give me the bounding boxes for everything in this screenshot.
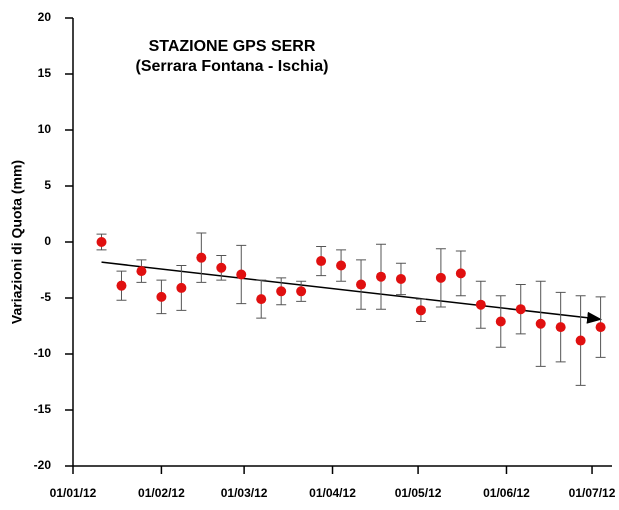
chart-subtitle: (Serrara Fontana - Ischia): [136, 58, 329, 75]
x-tick-label: 01/02/12: [138, 486, 185, 500]
data-point: [176, 282, 187, 293]
y-tick-label: 10: [38, 122, 52, 136]
data-point: [296, 286, 307, 297]
y-tick-label: 5: [44, 178, 51, 192]
y-tick-label: -15: [34, 402, 52, 416]
data-point: [515, 304, 526, 315]
data-point: [435, 272, 446, 283]
data-point: [595, 322, 606, 333]
y-tick-label: -20: [34, 458, 52, 472]
chart-title: STAZIONE GPS SERR: [149, 38, 316, 55]
x-tick-label: 01/05/12: [395, 486, 442, 500]
data-point: [196, 252, 207, 263]
data-point: [555, 322, 566, 333]
data-point: [236, 269, 247, 280]
data-point: [316, 256, 327, 267]
x-tick-label: 01/01/12: [50, 486, 97, 500]
data-point: [535, 318, 546, 329]
data-point: [256, 294, 267, 305]
x-tick-label: 01/03/12: [221, 486, 268, 500]
data-point: [475, 299, 486, 310]
data-point: [216, 262, 227, 273]
x-tick-label: 01/07/12: [569, 486, 616, 500]
data-point: [156, 291, 167, 302]
data-point: [395, 273, 406, 284]
data-point: [415, 305, 426, 316]
y-tick-label: -10: [34, 346, 52, 360]
data-point: [376, 271, 386, 282]
data-point: [276, 286, 287, 297]
data-point: [136, 266, 147, 277]
data-point: [495, 316, 506, 327]
data-point: [575, 335, 586, 346]
x-tick-label: 01/04/12: [309, 486, 356, 500]
data-point: [336, 260, 347, 271]
y-tick-label: 0: [44, 234, 51, 248]
y-tick-label: -5: [40, 290, 51, 304]
data-point: [116, 280, 127, 291]
data-point: [96, 237, 107, 247]
y-tick-label: 20: [38, 10, 52, 24]
x-tick-label: 01/06/12: [483, 486, 530, 500]
y-axis-label: Variazioni di Quota (mm): [9, 160, 25, 324]
data-point: [455, 268, 466, 279]
data-point: [356, 279, 367, 290]
y-tick-label: 15: [38, 66, 52, 80]
